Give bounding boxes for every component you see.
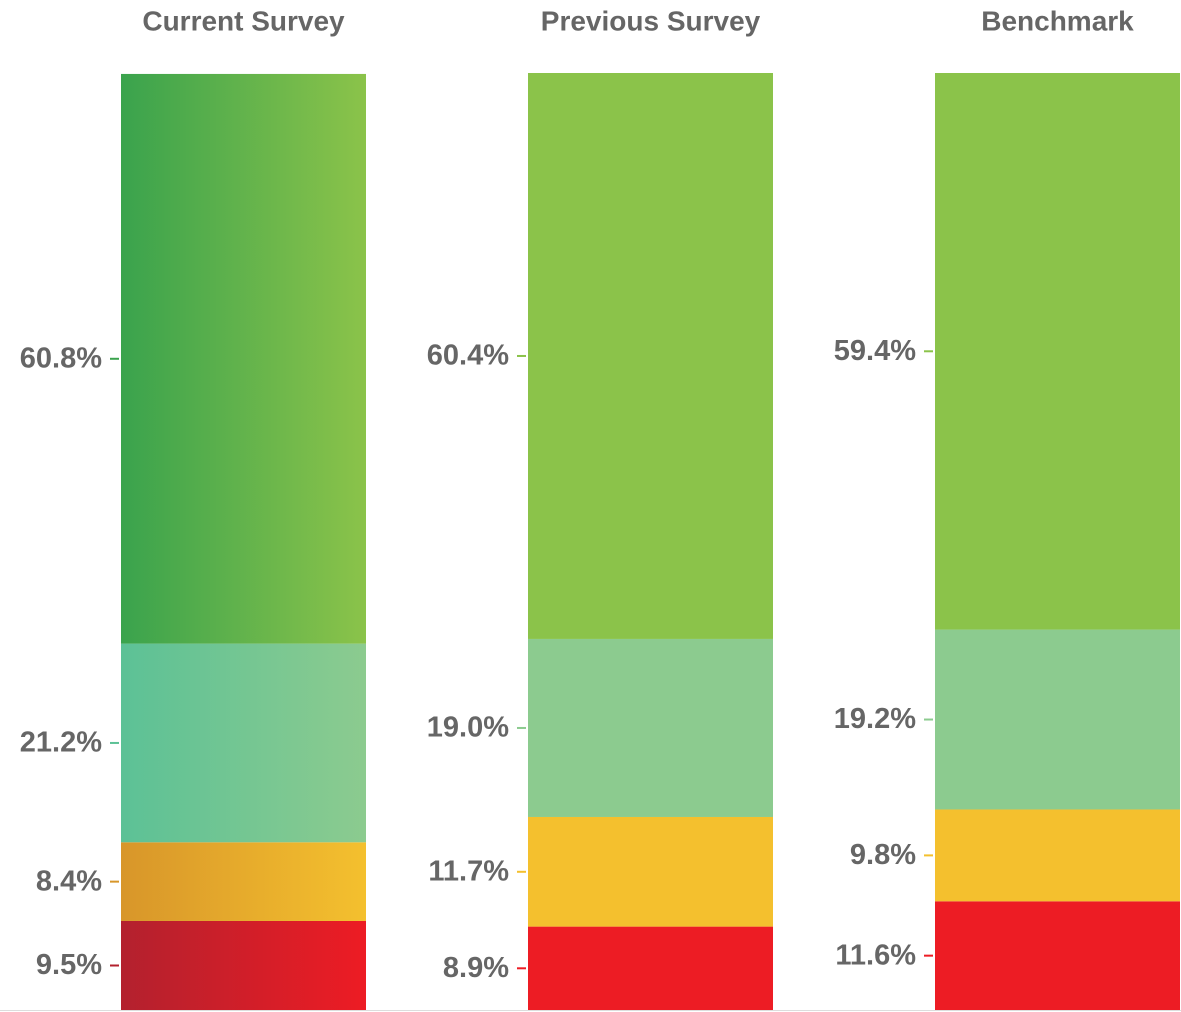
value-label: 11.7% xyxy=(428,855,509,887)
value-label: 60.8% xyxy=(20,342,102,374)
bar-segment xyxy=(935,629,1180,810)
bar-segment xyxy=(121,73,366,644)
value-label: 9.8% xyxy=(850,839,916,871)
value-label: 8.9% xyxy=(443,952,509,984)
bar-segment xyxy=(121,643,366,843)
bar-segment xyxy=(528,926,773,1010)
value-label: 19.2% xyxy=(834,703,916,735)
column-title: Previous Survey xyxy=(541,5,761,36)
value-label: 11.6% xyxy=(835,939,916,971)
column-title: Benchmark xyxy=(981,5,1134,36)
value-label: 21.2% xyxy=(20,727,102,759)
bar-segment xyxy=(121,842,366,921)
column-title: Current Survey xyxy=(142,5,345,36)
bar-segment xyxy=(935,73,1180,630)
bar-segment xyxy=(935,809,1180,902)
bar-segment xyxy=(528,73,773,639)
bar-segment xyxy=(935,901,1180,1010)
value-label: 60.4% xyxy=(427,340,509,372)
value-label: 8.4% xyxy=(36,865,102,897)
bar-segment xyxy=(121,920,366,1010)
value-label: 9.5% xyxy=(36,949,102,981)
value-label: 19.0% xyxy=(427,712,509,744)
bar-segment xyxy=(528,638,773,817)
value-label: 59.4% xyxy=(834,335,916,367)
bar-segment xyxy=(528,816,773,927)
